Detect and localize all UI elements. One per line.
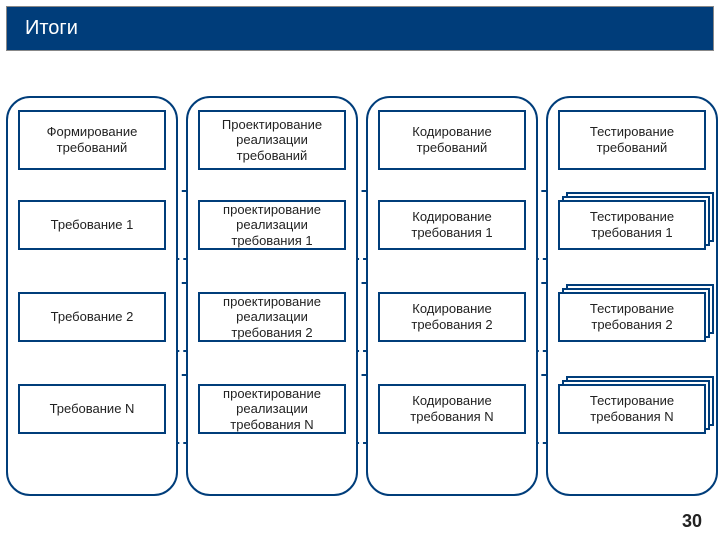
cell-test-req2: Тестирование требования 2 — [558, 292, 706, 342]
cell-code-req2: Кодирование требования 2 — [378, 292, 526, 342]
cell-req2: Требование 2 — [18, 292, 166, 342]
cell-design-req2: проектирование реализации требования 2 — [198, 292, 346, 342]
page-title: Итоги — [6, 6, 714, 51]
header-coding: Кодирование требований — [378, 110, 526, 170]
cell-design-req1: проектирование реализации требования 1 — [198, 200, 346, 250]
cell-test-reqn: Тестирование требования N — [558, 384, 706, 434]
header-design: Проектирование реализации требований — [198, 110, 346, 170]
header-testing: Тестирование требований — [558, 110, 706, 170]
page-number: 30 — [682, 511, 702, 532]
header-formation: Формирование требований — [18, 110, 166, 170]
diagram: Формирование требований Проектирование р… — [6, 96, 714, 496]
cell-reqn: Требование N — [18, 384, 166, 434]
cell-test-req1: Тестирование требования 1 — [558, 200, 706, 250]
cell-design-reqn: проектирование реализации требования N — [198, 384, 346, 434]
cell-code-req1: Кодирование требования 1 — [378, 200, 526, 250]
cell-code-reqn: Кодирование требования N — [378, 384, 526, 434]
cell-req1: Требование 1 — [18, 200, 166, 250]
